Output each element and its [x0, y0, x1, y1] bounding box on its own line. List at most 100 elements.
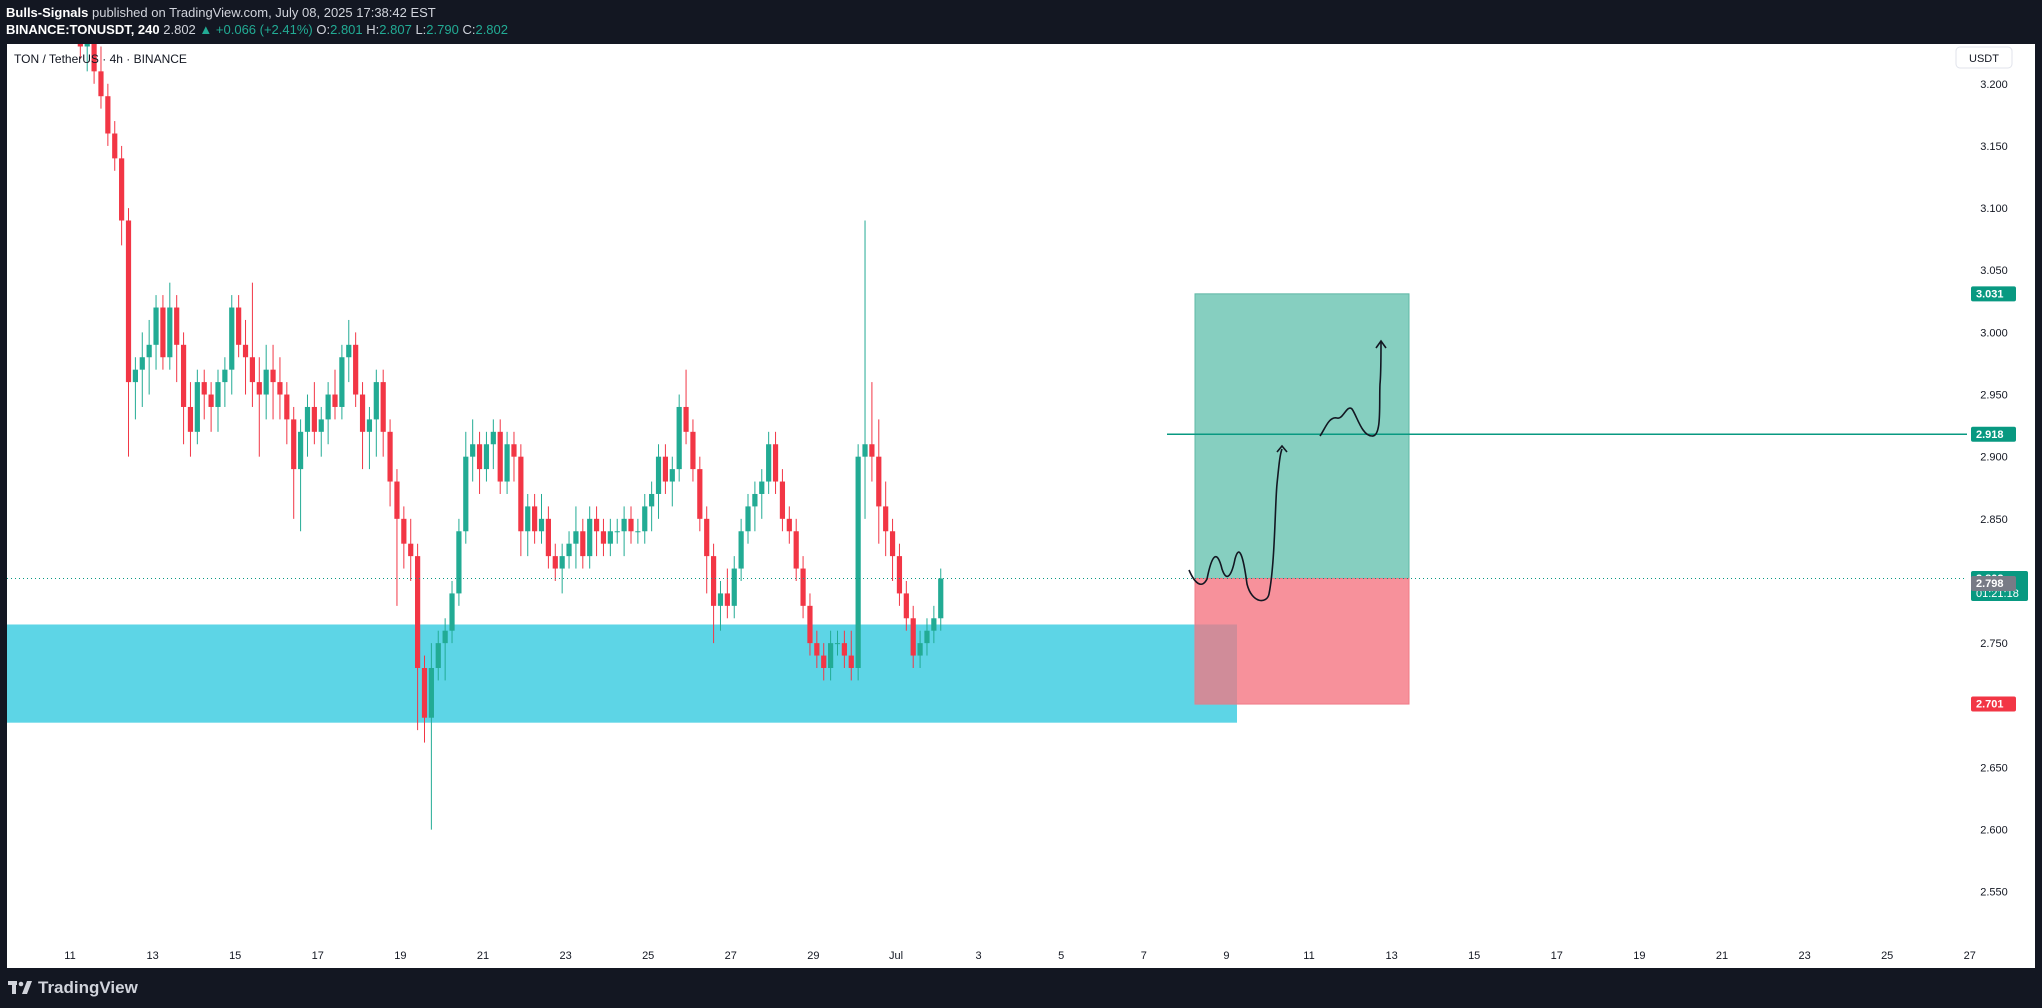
y-tick-label: 2.850 [1980, 514, 2008, 526]
candle-body [394, 481, 400, 519]
price-badge-label: 2.701 [1976, 699, 2004, 711]
price-badge-label: 2.798 [1976, 578, 2004, 590]
price-chart[interactable]: 3.200 3.150 3.100 3.050 3.000 2.950 2.900 2.850… [7, 0, 2035, 968]
candle-body [208, 394, 214, 407]
x-tick-label: 21 [1716, 950, 1728, 962]
candle-body [415, 556, 421, 668]
candle-body [242, 344, 249, 358]
price-badge [1971, 696, 2016, 712]
candle-body [504, 444, 510, 482]
price-badge-label: 3.031 [1976, 288, 2004, 300]
candle-body [828, 643, 834, 668]
candle-body [518, 456, 524, 532]
x-tick-label: 17 [1551, 950, 1563, 962]
ohlc-open-label: O: [316, 22, 331, 37]
candle-body [125, 220, 132, 383]
candle-body [600, 531, 607, 544]
candle-body [532, 506, 538, 532]
candle-body [924, 630, 930, 644]
candle-body [297, 431, 304, 470]
candle-body [490, 431, 496, 445]
candle-body [862, 444, 868, 457]
candle-body [552, 556, 558, 569]
x-tick-label: 19 [394, 950, 406, 962]
candle-body [690, 431, 696, 470]
candle-body [408, 543, 414, 557]
candle-body [359, 394, 366, 432]
candle-body [428, 667, 434, 718]
x-tick-label: 3 [976, 950, 982, 962]
candle-body [869, 444, 875, 457]
candle-body [710, 556, 717, 606]
currency-button[interactable] [1955, 46, 2013, 69]
candle-body [435, 643, 441, 668]
y-tick-label: 3.000 [1980, 327, 2008, 339]
candle-body [180, 344, 187, 407]
zone-overlap [1195, 624, 1237, 705]
candle-body [139, 357, 145, 370]
candle-body [346, 344, 352, 358]
last-price: 2.802 [163, 22, 196, 37]
y-tick-label: 3.050 [1980, 265, 2008, 277]
ohlc-low-value: 2.790 [426, 22, 459, 37]
candle-body [215, 382, 221, 407]
x-tick-label: 21 [477, 950, 489, 962]
candle-body [77, 21, 83, 47]
ohlc-close-label: C: [462, 22, 476, 37]
candle-body [229, 307, 235, 370]
candle-body [449, 593, 455, 631]
tradingview-logo[interactable]: TradingView [8, 978, 138, 998]
publish-line: Bulls-Signals published on TradingView.c… [6, 5, 436, 20]
candle-body [263, 369, 269, 395]
x-tick-label: 5 [1058, 950, 1064, 962]
candle-body [697, 469, 703, 519]
currency-button-label[interactable]: USDT [1969, 53, 1999, 65]
publisher-name[interactable]: Bulls-Signals [6, 5, 89, 20]
candle-body [318, 419, 324, 432]
chart-area[interactable]: 3.200 3.150 3.100 3.050 3.000 2.950 2.900 2.850… [7, 0, 2035, 968]
candle-body [841, 643, 847, 656]
ohlc-open-value: 2.801 [330, 22, 363, 37]
x-tick-label: 17 [312, 950, 324, 962]
candle-body [889, 531, 896, 557]
candle-body [483, 444, 490, 470]
candle-body [277, 382, 283, 395]
candle-body [284, 394, 290, 420]
candle-body [628, 518, 634, 532]
candle-body [676, 406, 682, 470]
candle-body [917, 643, 923, 656]
candle-body [291, 419, 297, 470]
x-tick-label: 15 [229, 950, 241, 962]
tradingview-logo-icon [8, 981, 32, 994]
countdown-label: 01:21:18 [1976, 588, 2019, 600]
candle-body [559, 556, 565, 569]
candle-body [84, 34, 90, 47]
candle-body [174, 307, 180, 345]
position-target-zone [1194, 293, 1410, 579]
logo-text: TradingView [38, 978, 138, 997]
candle-body [538, 518, 545, 532]
candle-body [621, 518, 627, 532]
candle-body [759, 481, 765, 494]
candle-body [772, 444, 779, 482]
x-tick-label: 11 [64, 950, 75, 962]
x-tick-label: 15 [1468, 950, 1480, 962]
candle-body [800, 568, 806, 606]
y-tick-label: 2.650 [1980, 762, 2008, 774]
x-tick-label: 9 [1223, 950, 1229, 962]
candle-body [339, 357, 345, 407]
candle-body [566, 543, 572, 557]
candle-body [635, 531, 641, 533]
candle-body [112, 133, 118, 159]
x-tick-label: 25 [642, 950, 654, 962]
candle-body [607, 531, 613, 544]
candle-body [201, 382, 207, 395]
candle-body [662, 456, 669, 482]
candle-body [821, 655, 827, 668]
x-tick-label: 7 [1141, 950, 1147, 962]
y-tick-label: 3.150 [1980, 141, 2008, 153]
ohlc-high-label: H: [366, 22, 380, 37]
price-badge [1971, 575, 2016, 591]
candle-body [814, 643, 820, 656]
candle-body [167, 307, 173, 358]
